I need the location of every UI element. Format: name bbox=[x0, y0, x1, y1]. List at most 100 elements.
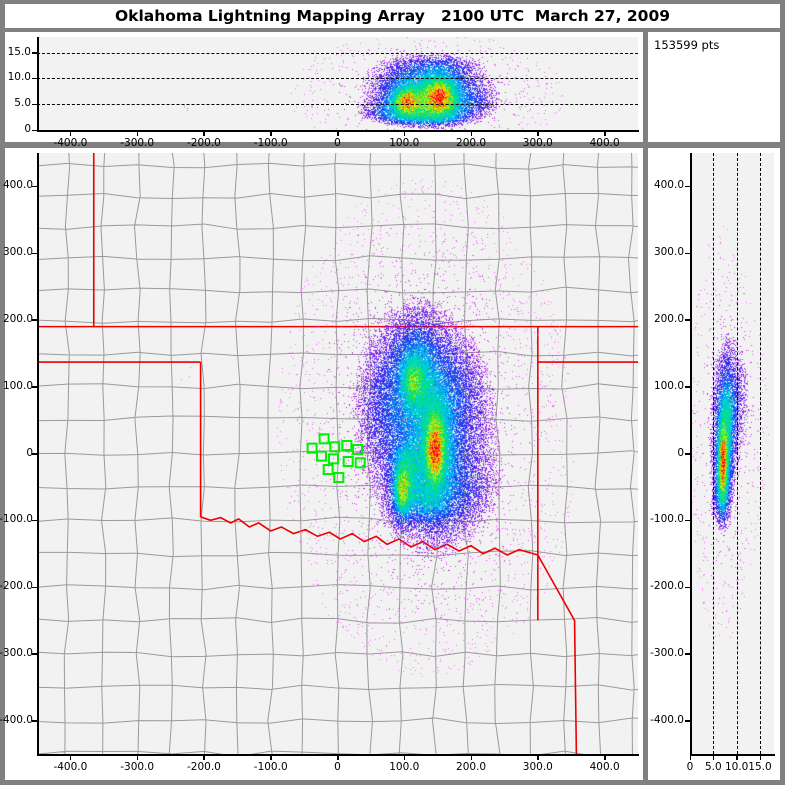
right-y-tick bbox=[685, 252, 691, 255]
right-y-tick bbox=[685, 519, 691, 522]
point-count-label: 153599 pts bbox=[654, 38, 720, 52]
top-gridline bbox=[37, 52, 638, 54]
right-source-density-canvas bbox=[690, 153, 774, 754]
top-x-tick-label: 400.0 bbox=[589, 137, 620, 149]
top-x-tick bbox=[470, 130, 473, 136]
right-y-tick bbox=[685, 653, 691, 655]
lma-station-marker[interactable] bbox=[354, 457, 366, 469]
top-x-tick bbox=[537, 130, 539, 136]
top-x-tick-label: 100.0 bbox=[389, 137, 420, 149]
main-x-tick bbox=[403, 754, 406, 760]
page-title: Oklahoma Lightning Mapping Array 2100 UT… bbox=[114, 7, 671, 25]
top-gridline bbox=[37, 78, 638, 80]
main-x-tick-label: 100.0 bbox=[389, 761, 420, 773]
lma-station-marker[interactable] bbox=[318, 433, 330, 445]
top-x-tick bbox=[203, 130, 205, 136]
right-x-axis bbox=[690, 754, 775, 756]
lma-station-marker[interactable] bbox=[352, 443, 364, 455]
right-y-tick bbox=[685, 453, 691, 455]
title-bar: Oklahoma Lightning Mapping Array 2100 UT… bbox=[5, 4, 780, 28]
right-y-tick-label: -200.0 bbox=[650, 580, 684, 593]
main-y-tick bbox=[32, 519, 38, 522]
right-y-tick-label: -100.0 bbox=[650, 513, 684, 526]
top-x-tick bbox=[136, 130, 139, 136]
right-x-tick bbox=[736, 754, 738, 760]
right-x-tick bbox=[689, 754, 691, 760]
main-y-tick bbox=[32, 252, 38, 255]
main-y-tick bbox=[32, 720, 38, 722]
lma-station-marker[interactable] bbox=[315, 450, 327, 462]
top-y-tick bbox=[32, 52, 38, 54]
right-x-tick bbox=[759, 754, 761, 760]
top-x-tick bbox=[403, 130, 406, 136]
right-y-tick-label: -400.0 bbox=[650, 713, 684, 726]
main-y-tick-label: -300.0 bbox=[0, 646, 33, 659]
top-gridline bbox=[37, 104, 638, 106]
lma-station-markers[interactable] bbox=[306, 433, 366, 484]
top-y-axis bbox=[37, 37, 39, 131]
main-y-tick bbox=[32, 453, 38, 455]
right-y-tick-label: 400.0 bbox=[653, 179, 684, 192]
lma-station-marker[interactable] bbox=[329, 441, 341, 453]
top-y-tick-label: 10.0 bbox=[7, 71, 31, 84]
main-y-tick-label: -200.0 bbox=[0, 580, 33, 593]
main-y-tick bbox=[32, 386, 38, 388]
top-x-tick bbox=[69, 130, 72, 136]
main-y-tick-label: 400.0 bbox=[2, 179, 33, 192]
lma-station-marker[interactable] bbox=[327, 453, 339, 465]
right-y-tick-label: 100.0 bbox=[653, 379, 684, 392]
top-y-tick bbox=[32, 77, 38, 80]
main-x-tick-label: 400.0 bbox=[589, 761, 620, 773]
right-x-tick-label: 5.0 bbox=[704, 761, 722, 773]
top-source-density-canvas bbox=[37, 37, 638, 130]
top-x-tick-label: -400.0 bbox=[53, 137, 88, 149]
main-x-tick bbox=[69, 754, 72, 760]
main-x-tick-label: 300.0 bbox=[522, 761, 553, 773]
right-x-tick-label: 15.0 bbox=[748, 761, 772, 773]
right-plot-area[interactable] bbox=[690, 153, 774, 754]
main-x-tick bbox=[270, 754, 272, 760]
lma-station-marker[interactable] bbox=[341, 439, 353, 451]
lma-station-marker[interactable] bbox=[306, 442, 318, 454]
top-panel: 0 5.0 10.0 15.0 -400.0 -300.0 -200.0 -100.0 0 10… bbox=[5, 32, 643, 149]
right-gridline bbox=[736, 153, 738, 754]
top-x-tick bbox=[337, 130, 339, 136]
lma-station-marker[interactable] bbox=[333, 472, 345, 484]
point-count-panel: 153599 pts bbox=[648, 32, 780, 142]
right-y-tick bbox=[685, 185, 691, 188]
top-x-tick-label: 0 bbox=[334, 137, 341, 149]
right-y-tick bbox=[685, 720, 691, 722]
main-y-tick-label: 0 bbox=[26, 446, 33, 459]
top-x-tick bbox=[604, 130, 606, 136]
main-y-tick bbox=[32, 185, 38, 188]
right-y-tick bbox=[685, 386, 691, 388]
top-x-tick-label: -300.0 bbox=[120, 137, 155, 149]
right-x-tick bbox=[712, 754, 715, 760]
right-y-tick-label: -300.0 bbox=[650, 646, 684, 659]
right-y-tick-label: 0 bbox=[677, 446, 684, 459]
main-y-tick-label: -400.0 bbox=[0, 713, 33, 726]
main-x-tick bbox=[203, 754, 205, 760]
main-y-tick-label: 100.0 bbox=[2, 379, 33, 392]
main-x-tick bbox=[537, 754, 539, 760]
lma-station-marker[interactable] bbox=[322, 464, 334, 476]
right-y-tick bbox=[685, 319, 691, 321]
main-x-tick bbox=[604, 754, 606, 760]
main-x-tick-label: -300.0 bbox=[120, 761, 155, 773]
main-x-tick-label: -200.0 bbox=[187, 761, 221, 773]
right-panel: 400.0 300.0 200.0 100.0 0 -100.0 -200.0 -300.0 -… bbox=[648, 148, 780, 780]
top-y-tick-label: 0 bbox=[24, 123, 31, 135]
right-x-tick-label: 10.0 bbox=[724, 761, 749, 773]
top-y-tick-label: 5.0 bbox=[14, 97, 31, 110]
top-y-tick bbox=[32, 103, 38, 106]
right-gridline bbox=[760, 153, 761, 754]
top-plot-area[interactable] bbox=[37, 37, 638, 130]
top-x-tick-label: 300.0 bbox=[522, 137, 553, 149]
right-gridline bbox=[713, 153, 715, 754]
main-y-tick bbox=[32, 586, 38, 589]
lma-station-marker[interactable] bbox=[342, 456, 354, 468]
main-x-tick-label: 200.0 bbox=[456, 761, 487, 773]
main-panel: 400.0 300.0 200.0 100.0 0 -100.0 -200.0 -300.0 -… bbox=[0, 148, 643, 780]
map-plot-area[interactable] bbox=[37, 153, 638, 754]
